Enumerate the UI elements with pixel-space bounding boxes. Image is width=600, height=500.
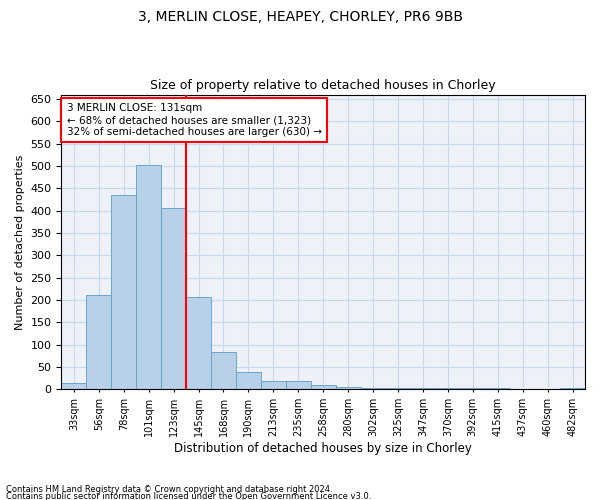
Bar (560, 388, 585, 390)
Bar (136, 165, 161, 390)
Bar (460, 388, 485, 390)
Bar (311, 385, 335, 390)
Bar (436, 388, 460, 390)
Bar (386, 388, 410, 390)
Text: 3 MERLIN CLOSE: 131sqm
← 68% of detached houses are smaller (1,323)
32% of semi-: 3 MERLIN CLOSE: 131sqm ← 68% of detached… (67, 104, 322, 136)
Text: 3, MERLIN CLOSE, HEAPEY, CHORLEY, PR6 9BB: 3, MERLIN CLOSE, HEAPEY, CHORLEY, PR6 9B… (137, 10, 463, 24)
Bar (111, 194, 136, 390)
Bar (211, 352, 236, 390)
Title: Size of property relative to detached houses in Chorley: Size of property relative to detached ho… (151, 79, 496, 92)
Bar (161, 208, 186, 390)
Text: Contains public sector information licensed under the Open Government Licence v3: Contains public sector information licen… (6, 492, 371, 500)
Bar (335, 387, 361, 390)
Bar (410, 388, 436, 390)
Bar (485, 388, 510, 390)
Bar (236, 372, 261, 390)
Y-axis label: Number of detached properties: Number of detached properties (15, 154, 25, 330)
Text: Contains HM Land Registry data © Crown copyright and database right 2024.: Contains HM Land Registry data © Crown c… (6, 486, 332, 494)
Bar (61, 382, 86, 390)
Bar (361, 388, 386, 390)
Bar (261, 382, 286, 390)
Bar (510, 388, 535, 390)
Bar (186, 297, 211, 390)
Bar (86, 294, 111, 390)
Bar (286, 382, 311, 390)
X-axis label: Distribution of detached houses by size in Chorley: Distribution of detached houses by size … (174, 442, 472, 455)
